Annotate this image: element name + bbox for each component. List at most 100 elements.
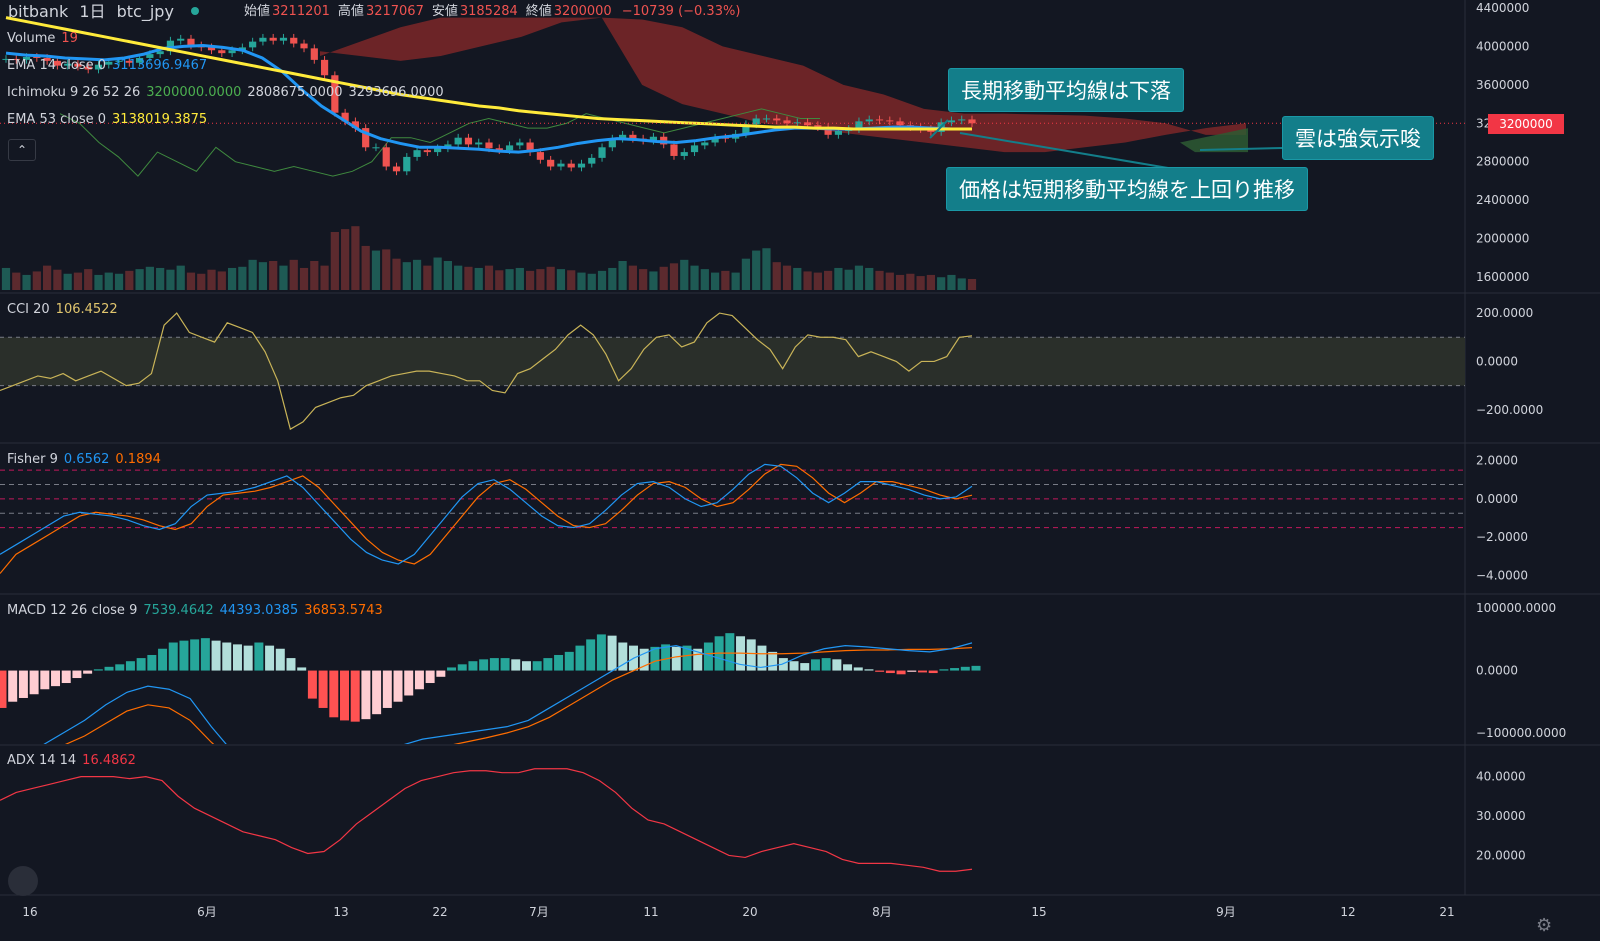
macd-histogram-bar [564,651,574,671]
volume-bar [608,267,617,290]
macd-histogram-bar [136,658,146,671]
macd-histogram-bar [821,658,831,671]
volume-bar [782,265,792,290]
macd-histogram-bar [425,670,435,684]
macd-histogram-bar [639,648,649,671]
macd-histogram-bar [222,642,232,671]
volume-bar [166,269,175,290]
legend-ema14[interactable]: EMA 14 close 0 3113696.9467 [7,58,208,73]
macd-histogram-bar [500,658,510,671]
macd-line [43,642,973,744]
volume-bar [484,265,494,290]
volume-bar [104,272,113,290]
candle [64,63,72,66]
macd-histogram-bar [768,651,778,671]
legend-macd[interactable]: MACD 12 26 close 9 7539.4642 44393.0385 368… [7,603,383,618]
volume-bar [546,266,555,290]
candle [752,118,760,125]
header-row: bitbank 1日 btc_jpy [8,2,213,22]
collapse-legend-button[interactable]: ⌃ [8,139,36,161]
macd-histogram-bar [40,670,50,690]
volume-bar [690,265,699,290]
symbol-name[interactable]: btc_jpy [116,2,174,21]
candle [649,136,658,141]
volume-bar [947,274,956,290]
volume-bar [700,269,709,290]
volume-bar [649,271,658,290]
volume-bar [197,273,206,290]
interval-label[interactable]: 1日 [79,2,106,21]
macd-lines [43,642,973,744]
macd-histogram-bar [447,667,457,671]
candle [43,57,51,61]
candle [300,43,308,49]
volume-bar [217,271,226,290]
macd-histogram-bar [607,635,617,671]
macd-histogram-bar [928,670,938,674]
candle [577,163,586,168]
macd-histogram-bar [960,666,970,671]
volume-bar [731,272,740,290]
legend-cci[interactable]: CCI 20 106.4522 [7,302,118,317]
macd-histogram-bar [532,661,542,671]
volume-bar [937,277,946,290]
macd-histogram-bar [596,634,606,671]
time-tick-label: 21 [1439,905,1454,919]
volume-bar [238,266,247,290]
macd-histogram-bar [211,640,221,671]
volume-bar [125,270,134,290]
candle [608,138,616,148]
legend-ichimoku[interactable]: Ichimoku 9 26 52 26 3200000.0000 2808675.0… [7,85,444,100]
candle [526,142,534,153]
macd-histogram-bar [265,645,275,671]
candle [207,47,216,51]
exchange-name: bitbank [8,2,69,21]
macd-histogram-bar [939,669,949,671]
candle [505,145,514,151]
tradingview-logo[interactable] [8,866,38,896]
time-tick-label: 15 [1031,905,1046,919]
macd-histogram-bar [8,670,18,702]
candle [598,147,606,158]
macd-histogram-bar [843,664,853,671]
volume-bar [423,265,432,290]
macd-histogram-bar [72,670,82,679]
macd-histogram-bar [372,670,382,715]
candle [177,38,185,41]
macd-histogram-bar [971,665,981,671]
legend-ema53[interactable]: EMA 53 close 0 3138019.3875 [7,112,208,127]
candle [762,118,771,120]
candle [968,119,976,124]
volume-bar [402,262,411,290]
volume-bar [536,269,545,290]
volume-bar [957,278,966,290]
candle [454,137,462,145]
legend-volume[interactable]: Volume 19 [7,31,78,46]
volume-bar [156,267,165,290]
volume-bar [721,270,730,290]
volume-bar [505,269,514,290]
candle [382,147,390,167]
volume-bar [341,229,350,290]
cci-line [0,312,973,431]
candle [187,38,195,46]
volume-bar [361,245,370,290]
price-tick-label: −4.0000 [1476,568,1528,582]
gear-icon[interactable]: ⚙ [1536,915,1553,936]
macd-histogram-bar [125,661,135,671]
candle [279,37,288,41]
macd-histogram-bar [554,654,564,671]
legend-fisher[interactable]: Fisher 9 0.6562 0.1894 [7,452,161,467]
macd-histogram-bar [853,667,863,671]
fisher-trigger-line [0,463,973,574]
macd-histogram-bar [885,670,895,674]
volume-bar [772,262,781,290]
volume-bar [135,269,144,290]
candle [146,54,154,58]
legend-adx[interactable]: ADX 14 14 16.4862 [7,753,136,768]
candle [834,130,843,135]
time-tick-label: 12 [1340,905,1355,919]
time-tick-label: 16 [22,905,37,919]
cci-band [0,337,1465,386]
macd-histogram-bar [232,644,242,671]
